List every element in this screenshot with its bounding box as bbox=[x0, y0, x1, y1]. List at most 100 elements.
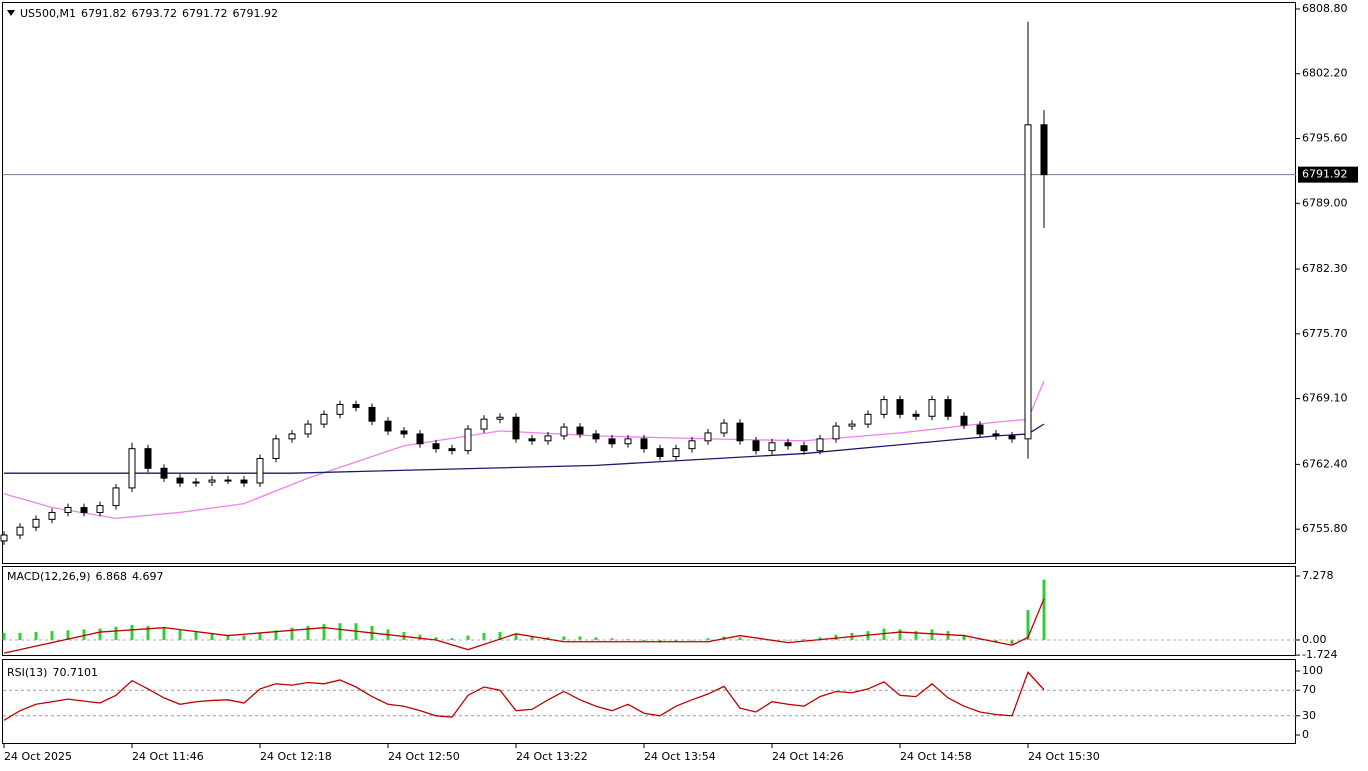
x-tick-label: 24 Oct 2025 bbox=[4, 750, 72, 763]
candle-body bbox=[112, 487, 120, 507]
price-pane bbox=[2, 2, 1296, 564]
y-tick-label: 0 bbox=[1302, 728, 1309, 741]
candle-body bbox=[384, 420, 392, 432]
histogram-bar bbox=[978, 639, 982, 640]
histogram-bar bbox=[66, 630, 70, 640]
indicator-title: MACD(12,26,9) bbox=[7, 570, 91, 583]
candle-body bbox=[928, 399, 936, 417]
y-tick-label: 30 bbox=[1302, 709, 1316, 722]
candle-body bbox=[1024, 124, 1032, 440]
histogram-bar bbox=[818, 637, 822, 640]
x-tick-label: 24 Oct 14:26 bbox=[772, 750, 844, 763]
indicator-value: 4.697 bbox=[132, 570, 164, 583]
histogram-bar bbox=[466, 635, 470, 640]
histogram-bar bbox=[82, 629, 86, 640]
histogram-bar bbox=[498, 632, 502, 640]
candle-body bbox=[576, 426, 584, 435]
candle-body bbox=[464, 428, 472, 452]
candle-body bbox=[736, 422, 744, 442]
candle-body bbox=[560, 426, 568, 437]
histogram-bar bbox=[946, 631, 950, 640]
candle-body bbox=[992, 433, 1000, 437]
candle-body bbox=[624, 438, 632, 445]
histogram-bar bbox=[914, 631, 918, 640]
candle-body bbox=[976, 424, 984, 435]
candle-body bbox=[752, 440, 760, 452]
histogram-bar bbox=[578, 636, 582, 640]
histogram-bar bbox=[226, 635, 230, 640]
histogram-bar bbox=[562, 636, 566, 640]
candle-body bbox=[368, 406, 376, 422]
histogram-bar bbox=[242, 635, 246, 640]
x-tick-label: 24 Oct 15:30 bbox=[1028, 750, 1100, 763]
collapse-arrow[interactable] bbox=[7, 10, 15, 16]
candle-body bbox=[512, 416, 520, 440]
y-tick-label: 6769.10 bbox=[1302, 392, 1348, 405]
candle-body bbox=[416, 433, 424, 445]
candle-body bbox=[800, 445, 808, 452]
rsi-pane bbox=[2, 659, 1296, 744]
histogram-bar bbox=[930, 629, 934, 640]
candle-body bbox=[64, 507, 72, 513]
y-tick-label: 6808.80 bbox=[1302, 2, 1348, 15]
histogram-bar bbox=[674, 639, 678, 642]
candle-body bbox=[816, 438, 824, 452]
histogram-bar bbox=[738, 637, 742, 640]
histogram-bar bbox=[994, 639, 998, 643]
candle-body bbox=[960, 415, 968, 426]
candle-body bbox=[400, 430, 408, 435]
histogram-bar bbox=[786, 639, 790, 641]
candle-body bbox=[592, 433, 600, 440]
histogram-bar bbox=[194, 632, 198, 640]
x-tick-label: 24 Oct 12:18 bbox=[260, 750, 332, 763]
histogram-bar bbox=[754, 639, 758, 641]
histogram-bar bbox=[130, 625, 134, 640]
histogram-bar bbox=[306, 625, 310, 640]
candle-body bbox=[432, 443, 440, 450]
histogram-bar bbox=[434, 637, 438, 640]
candle-body bbox=[896, 399, 904, 415]
header-text: 6791.92 bbox=[233, 7, 279, 20]
histogram-bar bbox=[642, 639, 646, 641]
candle-body bbox=[288, 433, 296, 440]
histogram-bar bbox=[834, 634, 838, 640]
candle-body bbox=[272, 438, 280, 459]
histogram-bar bbox=[962, 634, 966, 640]
histogram-bar bbox=[802, 639, 806, 640]
indicator-title: RSI(13) bbox=[7, 666, 47, 679]
histogram-bar bbox=[98, 628, 102, 640]
x-tick-label: 24 Oct 13:54 bbox=[644, 750, 716, 763]
header-text: 6793.72 bbox=[132, 7, 178, 20]
candle-body bbox=[496, 416, 504, 420]
y-tick-label: 6802.20 bbox=[1302, 67, 1348, 80]
y-tick-label: 7.278 bbox=[1302, 569, 1334, 582]
x-tick-label: 24 Oct 13:22 bbox=[516, 750, 588, 763]
histogram-bar bbox=[610, 638, 614, 640]
histogram-bar bbox=[162, 627, 166, 640]
histogram-bar bbox=[1010, 639, 1014, 645]
candle-body bbox=[864, 413, 872, 425]
histogram-bar bbox=[418, 634, 422, 640]
macd-pane bbox=[2, 566, 1296, 656]
histogram-bar bbox=[1026, 610, 1030, 640]
candle-body bbox=[160, 467, 168, 479]
candle-body bbox=[208, 479, 216, 483]
y-tick-label: 100 bbox=[1302, 664, 1323, 677]
histogram-bar bbox=[322, 624, 326, 640]
indicator-value: 6.868 bbox=[96, 570, 128, 583]
candle-body bbox=[688, 440, 696, 450]
candle-body bbox=[1008, 435, 1016, 440]
y-tick-label: 6789.00 bbox=[1302, 196, 1348, 209]
candle-body bbox=[912, 413, 920, 417]
histogram-bar bbox=[482, 632, 486, 640]
candle-body bbox=[0, 534, 8, 542]
candle-body bbox=[640, 438, 648, 450]
candle-body bbox=[256, 457, 264, 484]
x-tick-label: 24 Oct 14:58 bbox=[900, 750, 972, 763]
candle-body bbox=[704, 432, 712, 442]
candle-body bbox=[48, 511, 56, 520]
histogram-bar bbox=[706, 638, 710, 640]
candle-body bbox=[1040, 124, 1048, 176]
